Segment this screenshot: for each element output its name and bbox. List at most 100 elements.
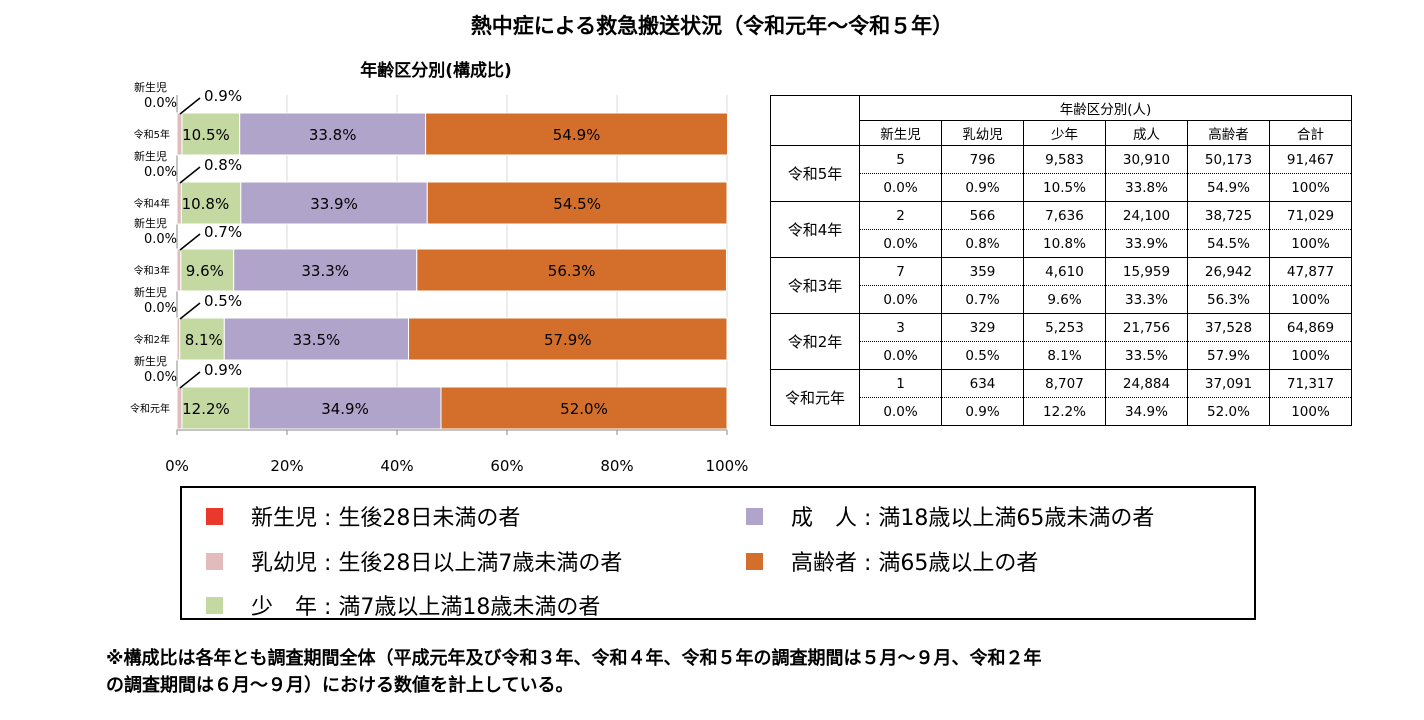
- count-cell: 5: [859, 145, 942, 174]
- count-cell: 37,091: [1187, 369, 1270, 398]
- data-label: 0.9%: [204, 361, 242, 379]
- count-cell: 9,583: [1023, 145, 1106, 174]
- ratio-cell: 0.8%: [941, 229, 1024, 258]
- column-header: 合計: [1269, 120, 1352, 146]
- data-label: 33.3%: [301, 262, 349, 280]
- count-cell: 37,528: [1187, 313, 1270, 342]
- legend-label: 少 年 : 満7歳以上満18歳未満の者: [251, 595, 601, 620]
- ratio-cell: 33.8%: [1105, 173, 1188, 202]
- newborn-label: 新生児: [134, 216, 167, 230]
- count-cell: 4,610: [1023, 257, 1106, 286]
- data-label: 10.8%: [182, 195, 230, 213]
- data-label: 34.9%: [321, 400, 369, 418]
- count-cell: 634: [941, 369, 1024, 398]
- count-cell: 71,317: [1269, 369, 1352, 398]
- stacked-bar-chart: 年齢区分別(構成比) 0% 20% 40% 60% 80% 100% 10.5% 33.8% 54…: [130, 60, 748, 475]
- ratio-cell: 9.6%: [1023, 285, 1106, 314]
- data-label: 33.8%: [309, 126, 357, 144]
- data-label: 0.0%: [144, 370, 177, 385]
- category-label: 令和4年: [134, 197, 170, 210]
- bar-segment: [425, 112, 729, 156]
- leader-line: [179, 97, 201, 115]
- bar-segment: [181, 112, 241, 156]
- table-row: 令和元年 1 634 8,707 24,884 37,091 71,317: [770, 369, 1352, 426]
- data-label: 56.3%: [548, 262, 596, 280]
- count-cell: 5,253: [1023, 313, 1106, 342]
- count-cell: 566: [941, 201, 1024, 230]
- data-label: 0.5%: [204, 292, 242, 310]
- legend-item-elderly: 高齢者 : 満65歳以上の者: [746, 545, 1038, 577]
- bar-segment: [223, 317, 410, 361]
- bar-segment: [179, 317, 225, 361]
- data-label: 0.0%: [144, 301, 177, 316]
- count-cell: 15,959: [1105, 257, 1188, 286]
- bar-segment: [426, 181, 728, 225]
- bar-segment: [239, 112, 427, 156]
- legend-item-youth: 少 年 : 満7歳以上満18歳未満の者: [206, 589, 600, 621]
- legend-box: 新生児 : 生後28日未満の者 成 人 : 満18歳以上満65歳未満の者 乳幼児…: [180, 486, 1256, 620]
- bar-segment: [416, 248, 727, 292]
- ratio-cell: 100%: [1269, 229, 1352, 258]
- ratio-cell: 33.5%: [1105, 341, 1188, 370]
- table-row: 令和5年 5 796 9,583 30,910 50,173 91,467: [770, 145, 1352, 202]
- ratio-cell: 100%: [1269, 341, 1352, 370]
- ratio-cell: 0.9%: [941, 173, 1024, 202]
- data-label: 0.9%: [204, 87, 242, 105]
- ratio-cell: 0.0%: [859, 341, 942, 370]
- count-cell: 64,869: [1269, 313, 1352, 342]
- count-cell: 24,100: [1105, 201, 1188, 230]
- bar-segment: [233, 248, 418, 292]
- ratio-cell: 0.7%: [941, 285, 1024, 314]
- count-cell: 26,942: [1187, 257, 1270, 286]
- row-year: 令和4年: [770, 201, 860, 258]
- legend-label: 新生児 : 生後28日未満の者: [251, 506, 521, 531]
- ratio-cell: 0.0%: [859, 173, 942, 202]
- data-label: 0.0%: [144, 96, 177, 111]
- data-label: 54.9%: [553, 126, 601, 144]
- leader-line: [179, 302, 201, 320]
- legend-item-infant: 乳幼児 : 生後28日以上満7歳未満の者: [206, 545, 622, 577]
- ratio-cell: 33.9%: [1105, 229, 1188, 258]
- count-cell: 2: [859, 201, 942, 230]
- table-row: 令和3年 7 359 4,610 15,959 26,942 47,877: [770, 257, 1352, 314]
- count-cell: 21,756: [1105, 313, 1188, 342]
- count-cell: 8,707: [1023, 369, 1106, 398]
- column-header: 成人: [1105, 120, 1188, 146]
- count-cell: 329: [941, 313, 1024, 342]
- data-label: 52.0%: [560, 400, 608, 418]
- ratio-cell: 12.2%: [1023, 397, 1106, 426]
- column-header: 新生児: [859, 120, 942, 146]
- count-cell: 24,884: [1105, 369, 1188, 398]
- newborn-label: 新生児: [134, 285, 167, 299]
- ratio-cell: 54.9%: [1187, 173, 1270, 202]
- ratio-cell: 10.5%: [1023, 173, 1106, 202]
- leader-line: [179, 233, 201, 251]
- legend-swatch: [746, 507, 763, 525]
- data-label: 8.1%: [185, 331, 223, 349]
- ratio-cell: 0.0%: [859, 285, 942, 314]
- data-label: 33.5%: [293, 331, 341, 349]
- ratio-cell: 100%: [1269, 285, 1352, 314]
- footnote: ※構成比は各年とも調査期間全体（平成元年及び令和３年、令和４年、令和５年の調査期…: [106, 645, 1042, 699]
- bar-segment: [180, 181, 242, 225]
- count-cell: 50,173: [1187, 145, 1270, 174]
- count-cell: 7,636: [1023, 201, 1106, 230]
- data-label: 33.9%: [310, 195, 358, 213]
- count-cell: 796: [941, 145, 1024, 174]
- ratio-cell: 52.0%: [1187, 397, 1270, 426]
- legend-item-adult: 成 人 : 満18歳以上満65歳未満の者: [746, 500, 1154, 532]
- data-table: 年齢区分別(人) 新生児 乳幼児 少年 成人 高齢者 合計 令和5年 5 796 9,…: [770, 95, 1352, 426]
- table-corner: [770, 95, 860, 146]
- footnote-line: ※構成比は各年とも調査期間全体（平成元年及び令和３年、令和４年、令和５年の調査期…: [106, 648, 1042, 669]
- leader-line: [179, 166, 201, 184]
- ratio-cell: 8.1%: [1023, 341, 1106, 370]
- ratio-cell: 33.3%: [1105, 285, 1188, 314]
- data-label: 54.5%: [553, 195, 601, 213]
- x-tick-label: 20%: [270, 457, 303, 475]
- table-row: 令和2年 3 329 5,253 21,756 37,528 64,869: [770, 313, 1352, 370]
- bar-segment: [181, 386, 250, 430]
- bar-segment: [240, 181, 428, 225]
- ratio-cell: 56.3%: [1187, 285, 1270, 314]
- row-year: 令和3年: [770, 257, 860, 314]
- chart-title: 年齢区分別(構成比): [360, 60, 512, 81]
